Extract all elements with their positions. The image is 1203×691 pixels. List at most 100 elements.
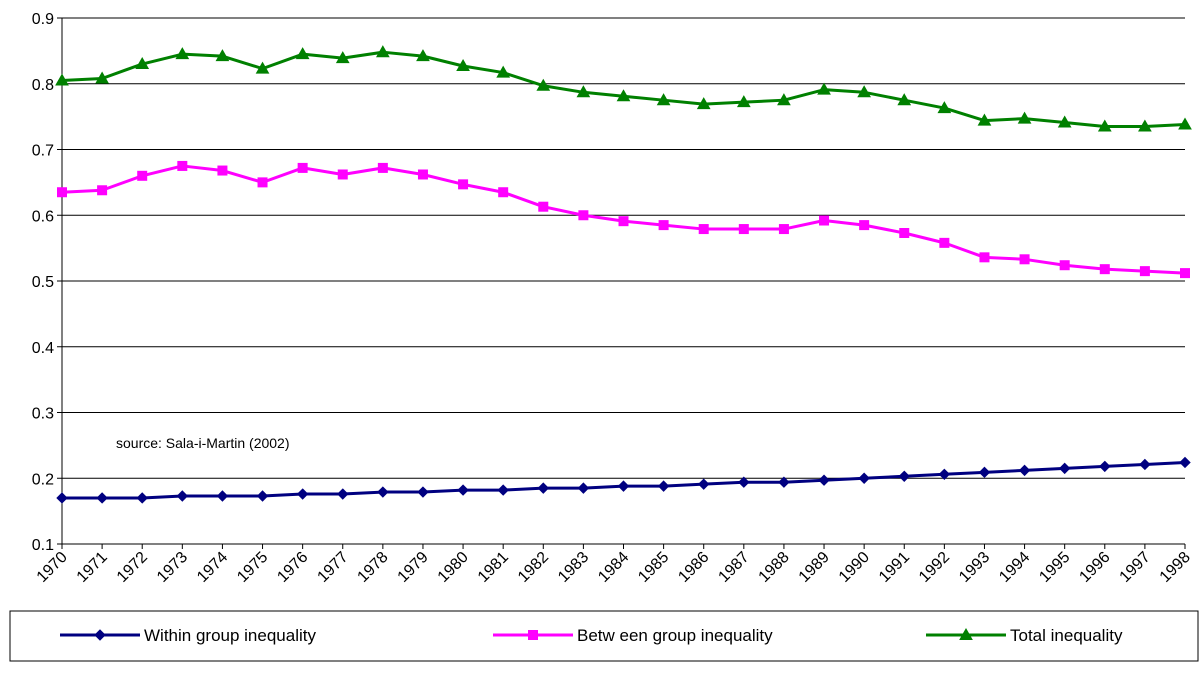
data-point [897,93,912,106]
x-tick-label: 1981 [475,549,512,586]
x-tick-label: 1984 [595,549,632,586]
data-point [696,97,711,110]
x-tick-label: 1996 [1076,549,1113,586]
data-point [978,466,991,479]
series-1 [56,456,1191,504]
data-point [337,488,349,500]
legend-label: Total inequality [1010,626,1123,645]
data-point [55,73,69,86]
data-point [1178,117,1192,130]
data-point [377,162,388,173]
data-point [528,630,538,640]
data-point [57,187,67,198]
series-3 [55,45,1192,132]
y-tick-label: 0.1 [32,537,54,554]
data-point [337,169,348,180]
data-point [1019,254,1030,265]
x-tick-label: 1985 [635,549,672,586]
data-point [1057,115,1072,128]
data-point [216,490,229,502]
x-tick-label: 1998 [1157,549,1194,586]
data-point [1139,458,1151,471]
y-tick-label: 0.5 [32,274,54,291]
legend-label: Betw een group inequality [577,626,773,645]
data-point [377,486,389,498]
data-point [736,95,751,108]
data-point [939,237,950,248]
data-point [937,101,952,114]
data-point [778,476,790,488]
data-point [458,179,469,190]
data-point [1138,119,1152,132]
x-tick-label: 1992 [916,549,953,586]
series-line [62,460,1186,500]
y-tick-label: 0.6 [32,208,54,225]
y-tick-label: 0.2 [32,471,54,488]
data-point [135,57,150,70]
data-point [456,58,470,71]
data-point [137,170,148,181]
data-point [215,49,230,62]
data-point [618,216,629,227]
data-point [616,89,631,102]
x-tick-label: 1989 [796,549,833,586]
x-tick-label: 1995 [1036,549,1073,586]
x-axis-tick-labels: 1970 1971 1972 1973 1974 1975 1976 1977 1978 1979… [34,549,1194,586]
data-point [177,160,188,171]
data-point [1059,260,1070,271]
x-tick-label: 1972 [114,549,151,586]
x-tick-label: 1971 [74,549,111,586]
x-tick-label: 1990 [836,549,873,586]
x-tick-label: 1997 [1117,549,1154,586]
data-point [297,162,308,173]
data-point [698,478,710,490]
data-point [778,224,789,235]
data-point [819,215,830,226]
data-point [257,177,268,188]
x-tick-label: 1976 [274,549,311,586]
x-tick-label: 1973 [154,549,191,586]
data-point [738,224,749,235]
data-point [256,490,269,502]
data-point [1099,264,1110,275]
x-tick-label: 1980 [435,549,472,586]
data-point [657,480,670,492]
data-point [416,49,430,62]
data-point [857,85,872,98]
data-point [658,220,669,231]
data-point [175,47,190,60]
data-point [818,474,830,486]
data-point [1017,111,1032,124]
data-point [217,165,228,176]
data-point [56,492,68,504]
y-tick-label: 0.7 [32,143,54,160]
data-point [859,220,870,231]
data-point [777,93,791,106]
x-tick-label: 1974 [194,549,231,586]
data-point [698,224,709,235]
data-point [417,169,428,180]
data-point [295,47,310,60]
data-point [537,482,549,494]
x-tick-label: 1977 [314,549,351,586]
data-point [959,627,973,640]
data-point [417,486,429,498]
x-tick-label: 1988 [756,549,793,586]
legend-entry: Betw een group inequality [493,626,773,645]
y-axis-tick-labels: 0.1 0.2 0.3 0.4 0.5 0.6 0.7 0.8 0.9 [32,11,54,554]
gridlines [62,17,1185,479]
series-2 [57,160,1190,279]
x-tick-label: 1993 [956,549,993,586]
x-tick-label: 1987 [715,549,752,586]
data-point [496,65,511,78]
data-point [977,113,992,126]
data-point [617,480,630,492]
x-tick-label: 1994 [996,549,1033,586]
data-point [498,187,509,198]
x-tick-label: 1982 [515,549,552,586]
data-point [578,210,589,221]
data-point [538,201,549,212]
x-tick-label: 1991 [876,549,913,586]
data-point [255,61,270,74]
